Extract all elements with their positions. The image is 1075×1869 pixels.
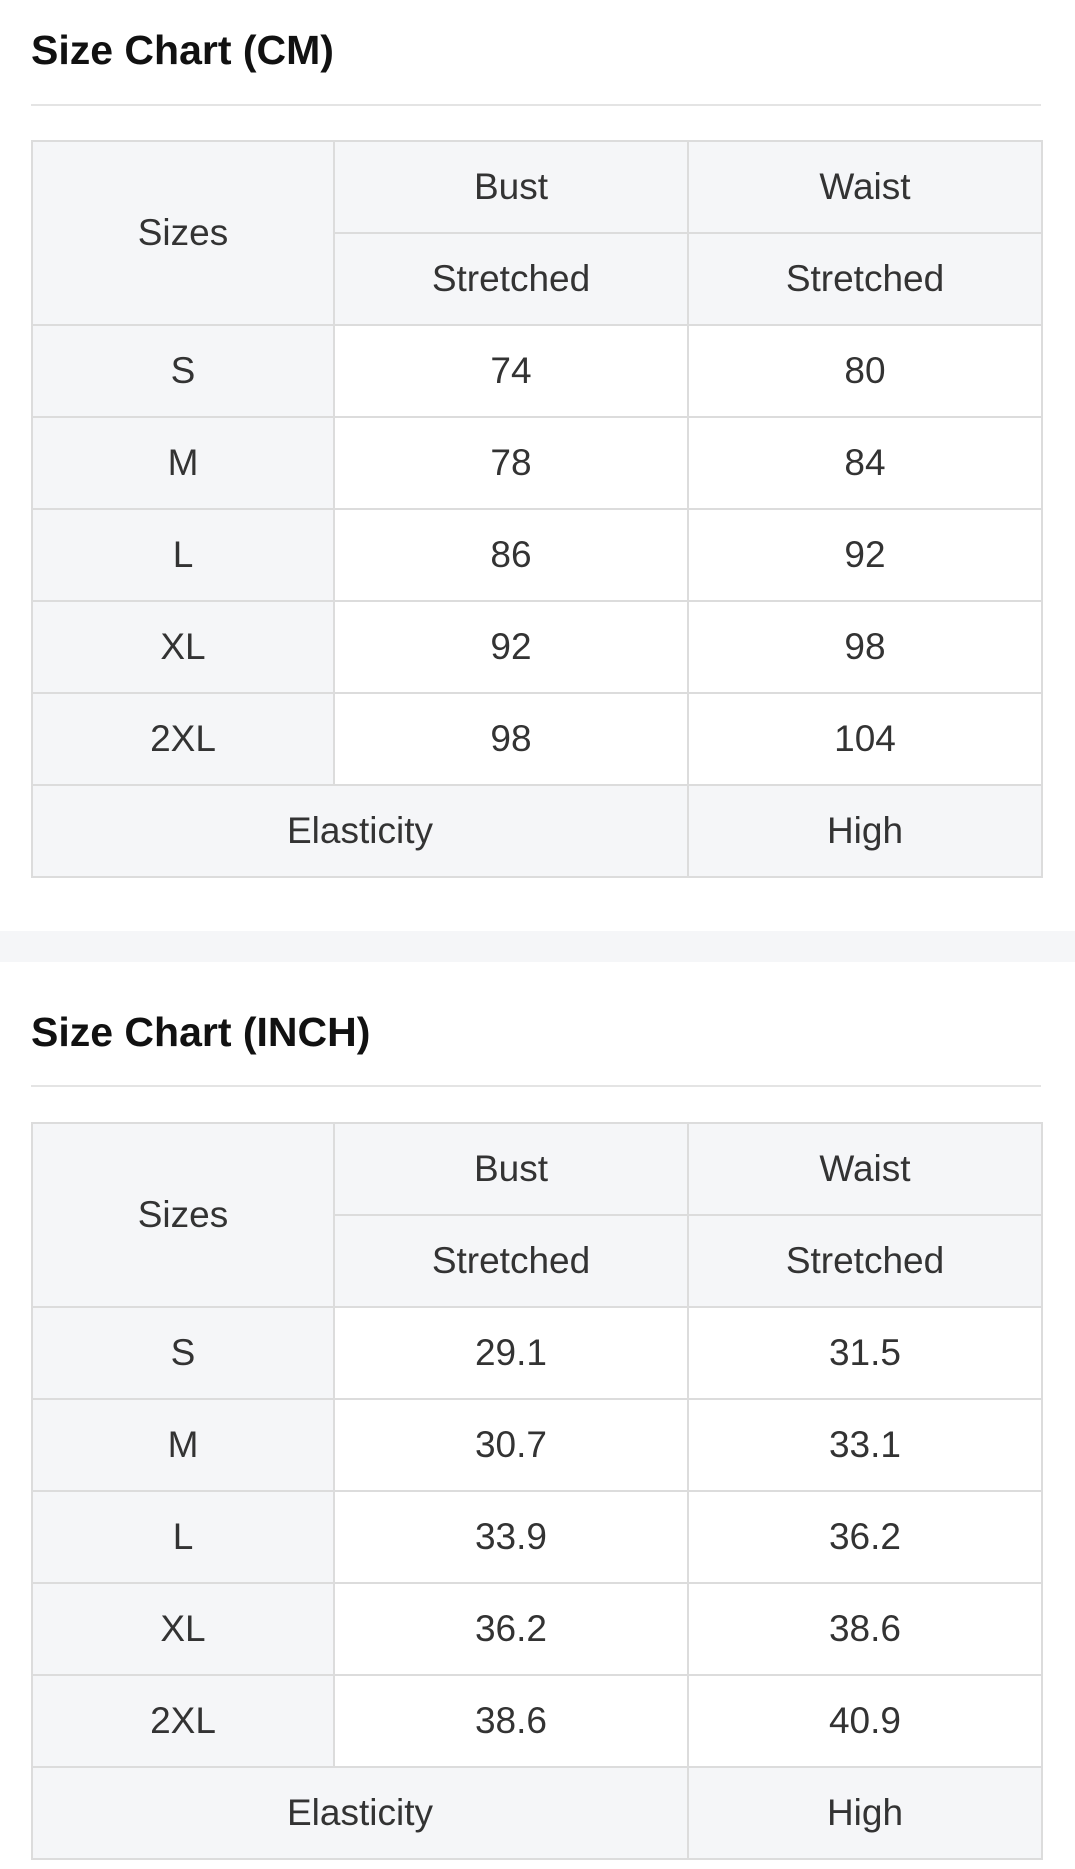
subheader-row: Stretched Stretched	[32, 1214, 1043, 1308]
bust-cell: 74	[333, 324, 689, 418]
elasticity-label: Elasticity	[31, 784, 689, 878]
bust-cell: 86	[333, 508, 689, 602]
sizes-header: Sizes	[31, 1122, 335, 1308]
waist-cell: 36.2	[687, 1490, 1043, 1584]
bust-cell: 38.6	[333, 1674, 689, 1768]
table-row: XL 92 98	[31, 600, 1043, 694]
section-separator	[0, 931, 1075, 962]
waist-cell: 104	[687, 692, 1043, 786]
table-row: L 86 92	[31, 508, 1043, 602]
bust-cell: 98	[333, 692, 689, 786]
size-cell: 2XL	[31, 692, 335, 786]
waist-subheader: Stretched	[687, 1214, 1043, 1308]
sizes-header: Sizes	[31, 140, 335, 326]
size-cell: XL	[31, 600, 335, 694]
table-row: M 30.7 33.1	[31, 1398, 1043, 1492]
divider	[31, 104, 1041, 106]
size-cell: S	[31, 1306, 335, 1400]
waist-header: Waist	[687, 1122, 1043, 1216]
waist-cell: 31.5	[687, 1306, 1043, 1400]
waist-cell: 80	[687, 324, 1043, 418]
bust-subheader: Stretched	[333, 232, 689, 326]
elasticity-row: Elasticity High	[31, 1766, 1043, 1860]
divider	[31, 1085, 1041, 1087]
elasticity-label: Elasticity	[31, 1766, 689, 1860]
table-row: 2XL 38.6 40.9	[31, 1674, 1043, 1768]
table-row: M 78 84	[31, 416, 1043, 510]
subheader-row: Stretched Stretched	[32, 232, 1043, 326]
bust-cell: 30.7	[333, 1398, 689, 1492]
waist-cell: 38.6	[687, 1582, 1043, 1676]
waist-cell: 98	[687, 600, 1043, 694]
size-cell: M	[31, 1398, 335, 1492]
bust-header: Bust	[333, 1122, 689, 1216]
bust-cell: 92	[333, 600, 689, 694]
size-cell: M	[31, 416, 335, 510]
size-cell: XL	[31, 1582, 335, 1676]
waist-cell: 84	[687, 416, 1043, 510]
bust-cell: 36.2	[333, 1582, 689, 1676]
bust-subheader: Stretched	[333, 1214, 689, 1308]
table-row: 2XL 98 104	[31, 692, 1043, 786]
elasticity-value: High	[687, 784, 1043, 878]
table-row: S 74 80	[31, 324, 1043, 418]
size-chart-title: Size Chart (INCH)	[31, 1009, 371, 1055]
elasticity-row: Elasticity High	[31, 784, 1043, 878]
bust-cell: 33.9	[333, 1490, 689, 1584]
waist-cell: 33.1	[687, 1398, 1043, 1492]
table-row: L 33.9 36.2	[31, 1490, 1043, 1584]
size-cell: S	[31, 324, 335, 418]
waist-cell: 92	[687, 508, 1043, 602]
elasticity-value: High	[687, 1766, 1043, 1860]
size-cell: 2XL	[31, 1674, 335, 1768]
bust-cell: 29.1	[333, 1306, 689, 1400]
size-chart-title: Size Chart (CM)	[31, 27, 334, 73]
header-row: Sizes Bust Waist	[31, 1122, 1043, 1308]
waist-subheader: Stretched	[687, 232, 1043, 326]
size-chart-table: Sizes Bust Waist Stretched Stretched S 2…	[31, 1122, 1043, 1860]
size-chart-table: Sizes Bust Waist Stretched Stretched S 7…	[31, 140, 1043, 878]
bust-header: Bust	[333, 140, 689, 234]
table-row: XL 36.2 38.6	[31, 1582, 1043, 1676]
size-cell: L	[31, 508, 335, 602]
size-cell: L	[31, 1490, 335, 1584]
header-row: Sizes Bust Waist	[31, 140, 1043, 326]
waist-cell: 40.9	[687, 1674, 1043, 1768]
bust-cell: 78	[333, 416, 689, 510]
waist-header: Waist	[687, 140, 1043, 234]
table-row: S 29.1 31.5	[31, 1306, 1043, 1400]
